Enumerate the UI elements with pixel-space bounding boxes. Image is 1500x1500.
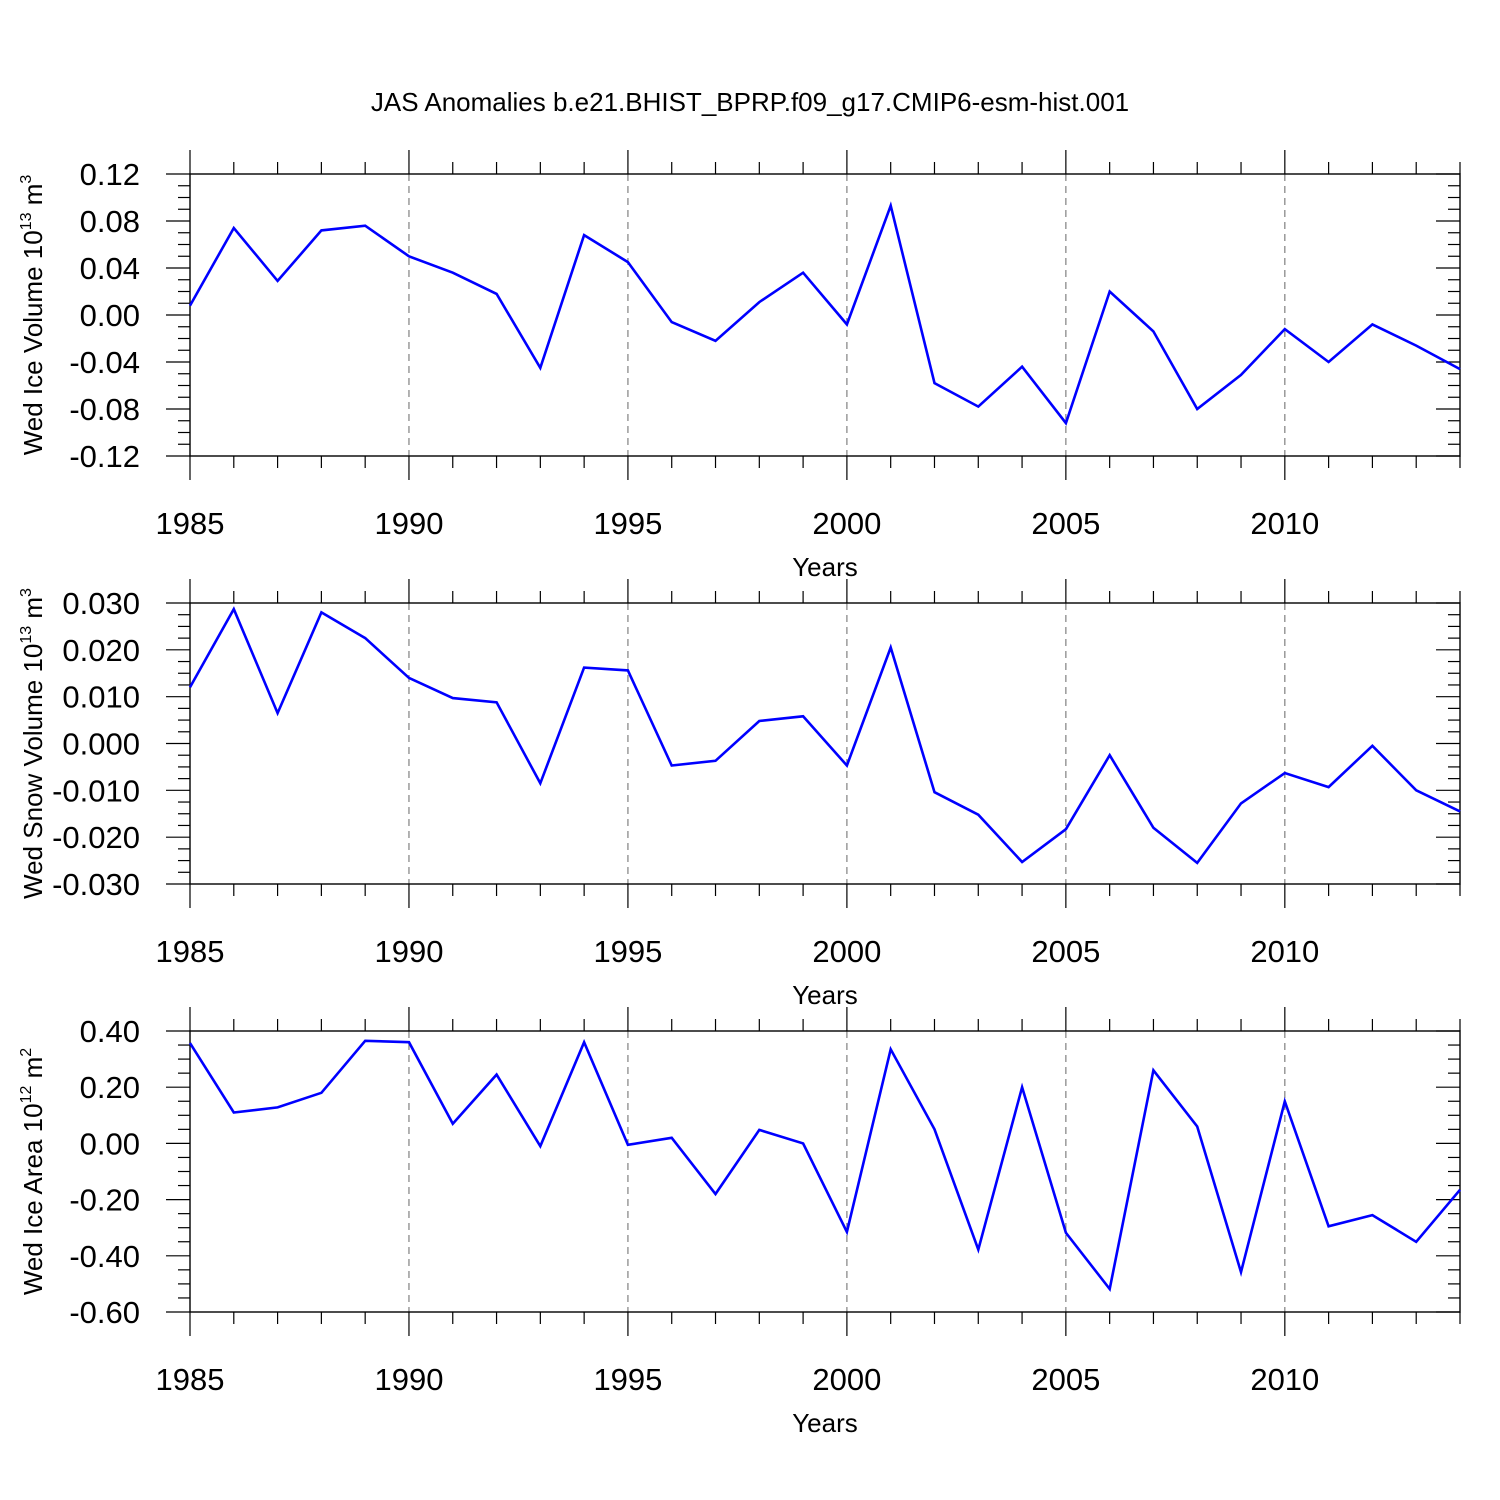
plot-frame: [189, 1030, 1461, 1313]
x-tick-label: 1995: [593, 934, 662, 969]
y-tick-label: 0.40: [80, 1014, 140, 1049]
plot-frame: [189, 173, 1461, 457]
x-tick-label: 2000: [812, 934, 881, 969]
y-tick-label: 0.030: [62, 586, 140, 621]
x-tick-label: 2000: [812, 1362, 881, 1397]
x-axis-label: Years: [792, 552, 858, 582]
y-tick-label: -0.60: [69, 1295, 140, 1330]
plot-frame: [189, 602, 1461, 885]
y-tick-label: 0.020: [62, 633, 140, 668]
panels: 0.12 0.08 0.04 0.00 -0.04 -0.08 -0.12 1985 1990 1…: [18, 150, 1461, 1438]
series-line: [188, 201, 1461, 426]
chart-panel-2: 0.030 0.020 0.010 0.000 -0.010 -0.020 -0.030 19…: [18, 579, 1461, 1010]
y-tick-label: 0.00: [80, 298, 140, 333]
x-tick-label: 2005: [1031, 506, 1100, 541]
y-tick-label: -0.40: [69, 1239, 140, 1274]
x-axis-label: Years: [792, 1408, 858, 1438]
chart-title: JAS Anomalies b.e21.BHIST_BPRP.f09_g17.C…: [371, 87, 1129, 117]
x-tick-label: 2005: [1031, 934, 1100, 969]
y-tick-label: -0.12: [69, 439, 140, 474]
y-tick-label: -0.04: [69, 345, 140, 380]
x-tick-label: 1995: [593, 1362, 662, 1397]
chart-panel-1: 0.12 0.08 0.04 0.00 -0.04 -0.08 -0.12 1985 1990 1…: [18, 150, 1461, 582]
y-tick-label: 0.00: [80, 1126, 140, 1161]
x-tick-label: 2005: [1031, 1362, 1100, 1397]
y-tick-label: -0.08: [69, 392, 140, 427]
x-tick-label: 1985: [156, 1362, 225, 1397]
y-tick-label: 0.08: [80, 204, 140, 239]
y-axis-label: Wed Ice Area 1012 m2: [18, 1048, 48, 1295]
x-tick-label: 2000: [812, 506, 881, 541]
series-line: [188, 606, 1461, 865]
x-tick-label: 1985: [156, 934, 225, 969]
y-tick-label: -0.020: [52, 820, 140, 855]
y-tick-label: 0.010: [62, 680, 140, 715]
x-tick-label: 2010: [1250, 506, 1319, 541]
x-tick-label: 1985: [156, 506, 225, 541]
x-tick-label: 1990: [374, 934, 443, 969]
x-tick-label: 1990: [374, 1362, 443, 1397]
y-tick-label: -0.030: [52, 867, 140, 902]
y-axis-label: Wed Snow Volume 1013 m3: [18, 588, 48, 899]
x-tick-label: 2010: [1250, 934, 1319, 969]
y-tick-label: -0.010: [52, 773, 140, 808]
y-axis-label: Wed Ice Volume 1013 m3: [18, 175, 48, 456]
series-line: [188, 1038, 1461, 1293]
x-axis-label: Years: [792, 980, 858, 1010]
y-tick-label: 0.12: [80, 157, 140, 192]
y-tick-label: 0.20: [80, 1070, 140, 1105]
y-tick-label: 0.04: [80, 251, 140, 286]
x-tick-label: 2010: [1250, 1362, 1319, 1397]
chart-panel-3: 0.40 0.20 0.00 -0.20 -0.40 -0.60 1985 1990 1995 2…: [18, 1007, 1461, 1438]
y-tick-label: -0.20: [69, 1183, 140, 1218]
y-tick-label: 0.000: [62, 727, 140, 762]
x-tick-label: 1995: [593, 506, 662, 541]
x-tick-label: 1990: [374, 506, 443, 541]
